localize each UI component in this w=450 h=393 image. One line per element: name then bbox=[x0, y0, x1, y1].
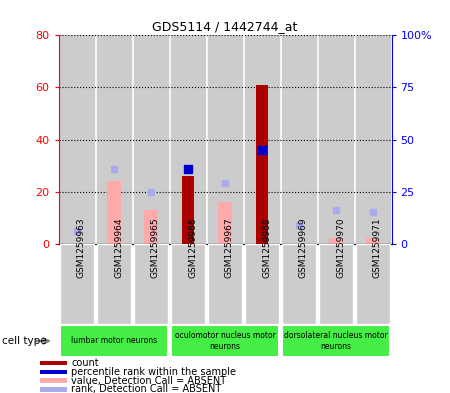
Text: GSM1259966: GSM1259966 bbox=[188, 217, 197, 278]
Bar bbox=[256, 85, 268, 244]
Text: GSM1259968: GSM1259968 bbox=[262, 217, 271, 278]
Text: GSM1259963: GSM1259963 bbox=[77, 217, 86, 278]
Bar bbox=[182, 176, 194, 244]
Text: oculomotor nucleus motor
neurons: oculomotor nucleus motor neurons bbox=[175, 331, 275, 351]
Bar bbox=[40, 370, 68, 374]
Bar bbox=[356, 244, 390, 324]
Bar bbox=[356, 35, 390, 244]
Bar bbox=[60, 244, 94, 324]
Text: GSM1259971: GSM1259971 bbox=[373, 217, 382, 278]
Text: value, Detection Call = ABSENT: value, Detection Call = ABSENT bbox=[71, 376, 226, 386]
Bar bbox=[208, 35, 242, 244]
Text: dorsolateral nucleus motor
neurons: dorsolateral nucleus motor neurons bbox=[284, 331, 388, 351]
Text: count: count bbox=[71, 358, 99, 368]
Bar bbox=[144, 210, 158, 244]
Bar bbox=[282, 325, 390, 356]
Text: GSM1259969: GSM1259969 bbox=[299, 217, 308, 278]
Bar bbox=[60, 35, 94, 244]
Title: GDS5114 / 1442744_at: GDS5114 / 1442744_at bbox=[152, 20, 298, 33]
Bar bbox=[97, 244, 130, 324]
Bar bbox=[320, 35, 353, 244]
Bar bbox=[60, 325, 168, 356]
Bar bbox=[107, 181, 121, 244]
Bar bbox=[366, 239, 380, 244]
Bar bbox=[329, 239, 343, 244]
Bar bbox=[218, 202, 232, 244]
Bar bbox=[171, 35, 205, 244]
Text: rank, Detection Call = ABSENT: rank, Detection Call = ABSENT bbox=[71, 384, 221, 393]
Bar bbox=[97, 35, 130, 244]
Bar bbox=[245, 244, 279, 324]
Bar bbox=[208, 244, 242, 324]
Text: GSM1259970: GSM1259970 bbox=[336, 217, 345, 278]
Bar bbox=[171, 325, 279, 356]
Bar bbox=[40, 387, 68, 391]
Bar bbox=[40, 361, 68, 365]
Text: GSM1259964: GSM1259964 bbox=[114, 217, 123, 278]
Bar bbox=[171, 244, 205, 324]
Bar bbox=[282, 244, 315, 324]
Text: cell type: cell type bbox=[2, 336, 47, 346]
Bar bbox=[40, 378, 68, 383]
Bar bbox=[245, 35, 279, 244]
Bar bbox=[320, 244, 353, 324]
Bar bbox=[135, 35, 168, 244]
Text: GSM1259967: GSM1259967 bbox=[225, 217, 234, 278]
Text: percentile rank within the sample: percentile rank within the sample bbox=[71, 367, 236, 377]
Bar bbox=[282, 35, 315, 244]
Text: lumbar motor neurons: lumbar motor neurons bbox=[71, 336, 157, 345]
Bar bbox=[135, 244, 168, 324]
Text: GSM1259965: GSM1259965 bbox=[151, 217, 160, 278]
